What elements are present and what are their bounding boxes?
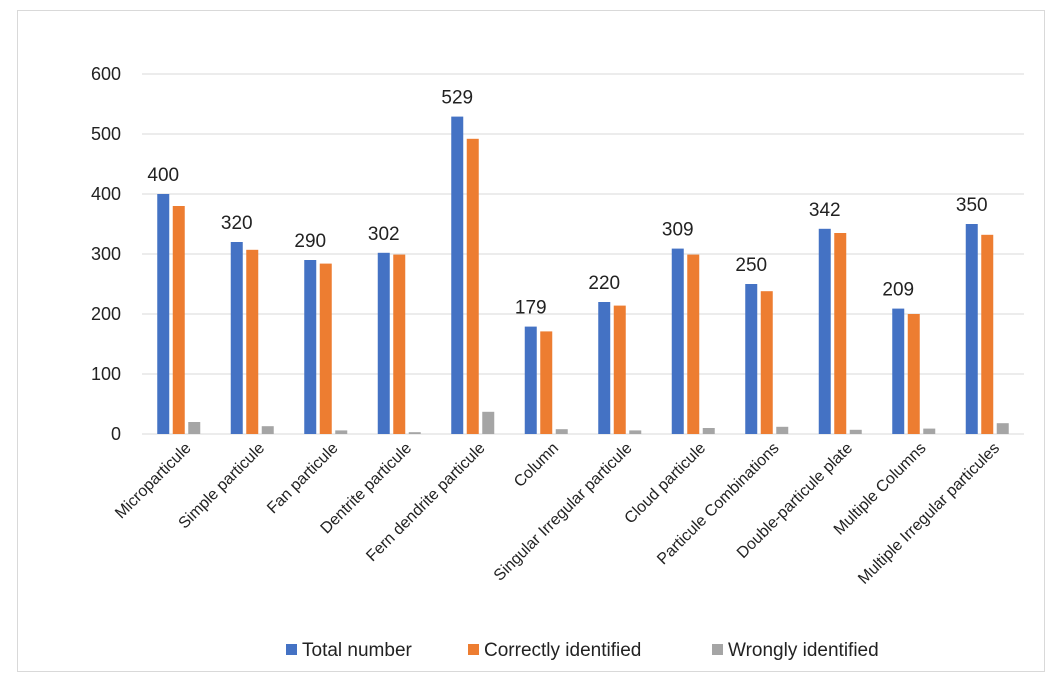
bar bbox=[834, 233, 847, 434]
bar bbox=[687, 254, 700, 434]
gridlines bbox=[142, 73, 1024, 435]
bar bbox=[760, 291, 773, 434]
bars bbox=[157, 116, 1009, 435]
bar bbox=[907, 314, 920, 434]
bar bbox=[540, 331, 553, 434]
bar bbox=[996, 423, 1009, 434]
y-tick-label: 500 bbox=[91, 124, 121, 144]
bar bbox=[555, 429, 568, 434]
bar bbox=[524, 326, 537, 434]
bar bbox=[923, 428, 936, 434]
legend-swatch bbox=[468, 644, 479, 655]
data-label: 529 bbox=[441, 88, 473, 109]
y-tick-label: 600 bbox=[91, 64, 121, 84]
data-label: 220 bbox=[588, 273, 620, 294]
bar bbox=[172, 206, 185, 434]
x-tick-label: Fan particule bbox=[264, 440, 341, 517]
y-tick-label: 100 bbox=[91, 364, 121, 384]
y-tick-label: 300 bbox=[91, 244, 121, 264]
bar bbox=[377, 252, 390, 434]
bar bbox=[671, 248, 684, 434]
data-label: 250 bbox=[735, 255, 767, 276]
bar bbox=[230, 242, 243, 434]
y-tick-label: 400 bbox=[91, 184, 121, 204]
bar bbox=[393, 254, 406, 434]
bar bbox=[482, 411, 495, 434]
data-label: 320 bbox=[221, 213, 253, 234]
bar bbox=[702, 428, 715, 434]
bar bbox=[629, 430, 642, 434]
legend-swatch bbox=[712, 644, 723, 655]
bar bbox=[776, 426, 789, 434]
data-label: 209 bbox=[882, 280, 914, 301]
bar bbox=[188, 422, 201, 434]
data-label: 309 bbox=[662, 220, 694, 241]
y-axis-ticks: 0 100 200 300 400 500 600 bbox=[91, 64, 121, 444]
bar bbox=[965, 224, 978, 434]
bar bbox=[745, 284, 758, 434]
legend-label: Correctly identified bbox=[484, 640, 641, 661]
legend-label: Total number bbox=[302, 640, 413, 661]
bar bbox=[598, 302, 611, 434]
x-tick-label: Fern dendrite particule bbox=[363, 440, 488, 565]
bar bbox=[319, 263, 332, 434]
legend: Total number Correctly identified Wrongly … bbox=[286, 640, 879, 661]
bar bbox=[335, 430, 348, 434]
legend-label: Wrongly identified bbox=[728, 640, 879, 661]
bar-chart: 0 100 200 300 400 500 600 400 320 290 302 529 179 22… bbox=[91, 64, 1024, 661]
x-tick-label: Singular Irregular particule bbox=[491, 440, 636, 585]
bar bbox=[157, 194, 170, 434]
data-label: 302 bbox=[368, 224, 400, 245]
x-tick-label: Microparticule bbox=[112, 440, 195, 523]
data-label: 400 bbox=[147, 165, 179, 186]
x-tick-label: Multiple Irregular particules bbox=[855, 440, 1003, 588]
bar bbox=[261, 426, 274, 434]
bar bbox=[246, 249, 259, 434]
data-labels: 400 320 290 302 529 179 220 309 250 342 209 350 bbox=[147, 88, 987, 319]
chart-frame: 0 100 200 300 400 500 600 400 320 290 302 529 179 22… bbox=[17, 10, 1045, 672]
bar bbox=[818, 228, 831, 434]
data-label: 179 bbox=[515, 298, 547, 319]
x-tick-label: Particule Combinations bbox=[654, 440, 782, 568]
data-label: 342 bbox=[809, 200, 841, 221]
bar bbox=[613, 305, 626, 434]
y-tick-label: 0 bbox=[111, 424, 121, 444]
bar bbox=[849, 429, 862, 434]
bar bbox=[451, 116, 464, 434]
data-label: 350 bbox=[956, 195, 988, 216]
bar bbox=[892, 308, 905, 434]
y-tick-label: 200 bbox=[91, 304, 121, 324]
bar bbox=[981, 234, 994, 434]
bar bbox=[466, 138, 479, 435]
bar bbox=[304, 260, 317, 434]
bar bbox=[408, 432, 421, 434]
data-label: 290 bbox=[294, 231, 326, 252]
legend-swatch bbox=[286, 644, 297, 655]
x-tick-label: Column bbox=[511, 440, 562, 491]
